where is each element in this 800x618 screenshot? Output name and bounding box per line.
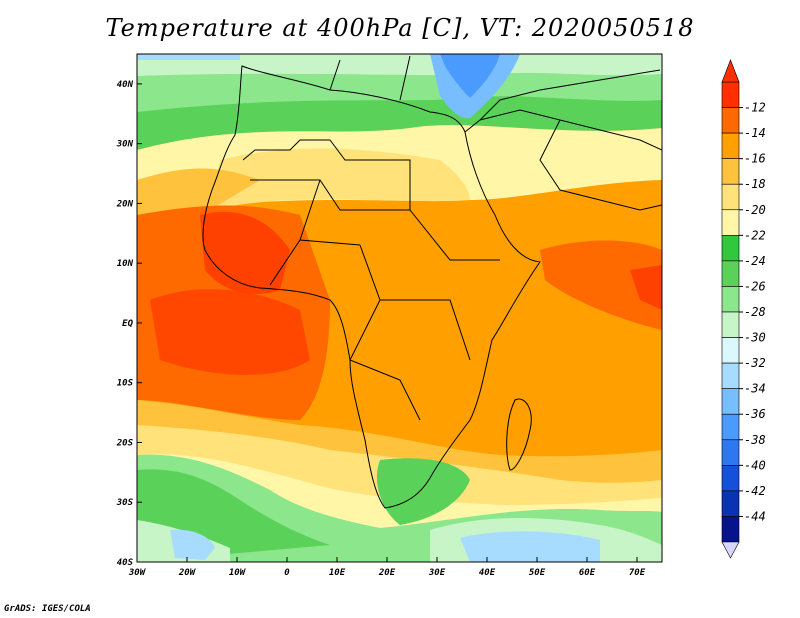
lat-label: 10N [117,259,134,269]
colorbar-swatch [721,388,740,415]
colorbar-label: -36 [744,407,766,421]
colorbar-top-arrow [721,59,740,83]
colorbar-swatch [721,311,740,338]
longitude-axis: 30W 20W 10W 0 10E 20E 30E 40E 50E 60E 70E [128,557,646,578]
colorbar-swatch [721,286,740,313]
colorbar-label: -44 [744,509,766,523]
lon-label: 30E [428,568,446,578]
colorbar-swatch [721,132,740,159]
colorbar-label: -40 [744,458,766,472]
colorbar-label: -14 [744,126,766,140]
lat-label: 20S [116,438,134,448]
coastline [202,55,662,509]
colorbar-swatch [721,465,740,492]
colorbar-swatch [721,260,740,287]
colorbar-label: -12 [744,101,766,115]
colorbar-label: -42 [744,484,766,498]
colorbar-label: -30 [744,331,766,345]
colorbar-swatch [721,209,740,236]
lon-label: 60E [579,568,596,578]
colorbar-swatch [721,158,740,185]
colorbar-label: -26 [744,279,766,293]
colorbar-bottom-arrow [721,541,740,559]
latitude-axis: 40N 30N 20N 10N EQ 10S 20S 30S 40S [116,80,142,568]
lat-label: 30S [116,498,134,508]
lon-label: 0 [284,568,290,578]
colorbar-label: -22 [744,228,766,242]
colorbar: -12 -14 -16 -18 -20 -22 -24 -26 -28 -30 -32 -34 -36 -… [721,59,766,559]
lon-label: 30W [128,568,147,578]
lat-label: 40S [117,558,134,568]
colorbar-label: -16 [744,152,766,166]
lat-label: EQ [122,319,133,329]
colorbar-label: -18 [744,177,766,191]
lat-label: 10S [117,379,134,389]
footer-credit: GrADS: IGES/COLA [4,604,91,614]
colorbar-swatch [721,183,740,211]
colorbar-label: -28 [744,305,766,319]
lat-label: 20N [116,199,134,209]
colorbar-swatch [721,337,740,364]
colorbar-label: -32 [744,356,766,370]
colorbar-swatch [721,235,740,262]
colorbar-label: -34 [744,382,766,396]
lon-label: 70E [629,568,646,578]
lat-label: 30N [116,140,134,150]
colorbar-label: -24 [744,254,766,268]
lon-label: 20E [378,568,396,578]
lon-label: 50E [529,568,546,578]
colorbar-label: -20 [744,203,766,217]
lon-label: 40E [479,568,496,578]
lon-label: 20W [178,568,197,578]
colorbar-swatch [721,490,740,517]
lon-label: 10W [229,568,247,578]
colorbar-swatch [721,516,740,543]
colorbar-swatch [721,81,740,108]
map-title: Temperature at 400hPa [C], VT: 202005051… [105,14,695,42]
colorbar-label: -38 [744,433,766,447]
map-frame [136,53,663,563]
temperature-field [137,54,662,562]
colorbar-swatch [721,362,740,389]
colorbar-swatch [721,107,740,134]
colorbar-swatch [721,413,740,441]
lat-label: 40N [117,80,134,90]
lon-label: 10E [329,568,346,578]
colorbar-swatch [721,439,740,466]
